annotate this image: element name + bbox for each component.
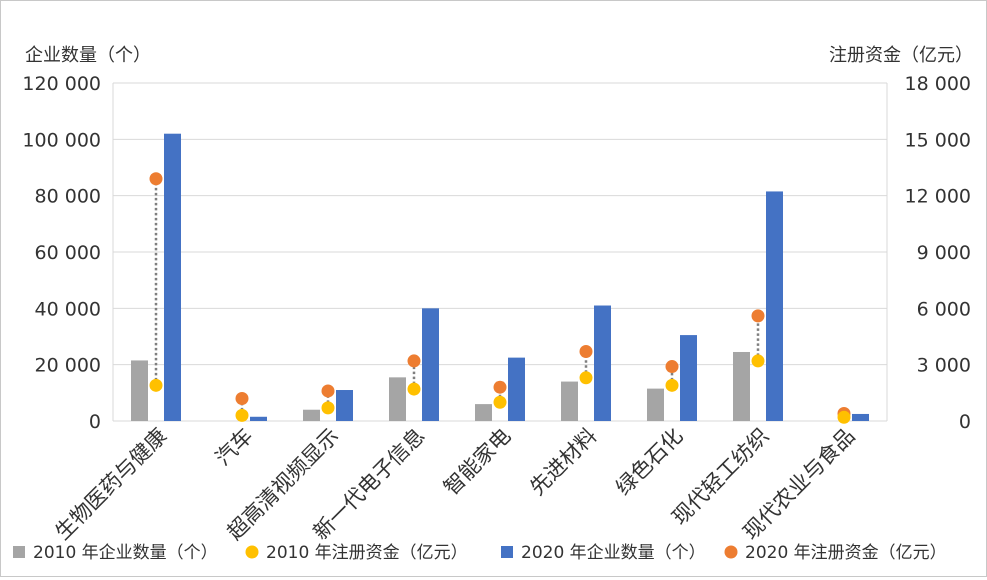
right-tick-label: 3 000 [917, 355, 971, 377]
left-tick-label: 80 000 [35, 186, 101, 208]
bar-2020-enterprises [336, 390, 353, 421]
dot-2010-capital [579, 371, 593, 385]
legend-label: 2020 年企业数量（个） [521, 543, 706, 563]
category-label: 智能家电 [439, 424, 515, 500]
dot-2010-capital [321, 401, 335, 415]
dot-2020-capital [579, 345, 593, 359]
dot-2020-capital [149, 172, 163, 186]
right-axis-title: 注册资金（亿元） [829, 45, 973, 66]
bar-2010-enterprises [647, 388, 664, 421]
bar-2020-enterprises [508, 357, 525, 421]
legend-swatch [13, 546, 25, 558]
bar-2010-enterprises [131, 360, 148, 421]
dot-2010-capital [407, 382, 421, 396]
right-tick-label: 18 000 [905, 73, 971, 95]
dot-2020-capital [407, 354, 421, 368]
category-label: 先进材料 [525, 424, 601, 500]
left-tick-label: 120 000 [22, 73, 101, 95]
bar-2020-enterprises [680, 335, 697, 421]
bar-2010-enterprises [303, 409, 320, 421]
left-tick-label: 60 000 [35, 242, 101, 264]
left-tick-label: 0 [89, 411, 101, 433]
right-tick-label: 6 000 [917, 298, 971, 320]
dot-2010-capital [149, 378, 163, 392]
right-tick-label: 12 000 [905, 186, 971, 208]
bar-2020-enterprises [852, 413, 869, 421]
dot-2020-capital [235, 391, 249, 405]
legend: 2010 年企业数量（个） 2010 年注册资金（亿元） 2020 年企业数量（个）… [13, 543, 947, 563]
left-axis-title: 企业数量（个） [25, 45, 151, 66]
dot-2020-capital [665, 360, 679, 374]
bar-2010-enterprises [475, 404, 492, 421]
legend-label: 2010 年企业数量（个） [33, 543, 218, 563]
category-label: 生物医药与健康 [51, 424, 172, 545]
dot-2020-capital [751, 309, 765, 323]
left-tick-label: 40 000 [35, 298, 101, 320]
bar-2020-enterprises [164, 133, 181, 421]
legend-swatch [501, 546, 513, 558]
bar-2020-enterprises [422, 308, 439, 421]
right-tick-label: 0 [959, 411, 971, 433]
category-label: 绿色石化 [611, 424, 687, 500]
bar-2020-enterprises [766, 191, 783, 421]
gridlines [112, 82, 888, 422]
chart-marks [131, 133, 869, 424]
bar-2010-enterprises [733, 351, 750, 421]
dot-2010-capital [665, 378, 679, 392]
right-tick-label: 9 000 [917, 242, 971, 264]
category-label: 汽车 [211, 424, 258, 471]
legend-swatch [724, 545, 738, 559]
legend-swatch [245, 545, 259, 559]
right-tick-label: 15 000 [905, 129, 971, 151]
bar-2020-enterprises [250, 416, 267, 421]
legend-label: 2010 年注册资金（亿元） [266, 543, 468, 563]
bar-2010-enterprises [561, 381, 578, 421]
bar-2010-enterprises [389, 377, 406, 421]
left-tick-label: 100 000 [22, 129, 101, 151]
dot-2010-capital [751, 354, 765, 368]
bar-2020-enterprises [594, 305, 611, 421]
dot-2020-capital [321, 384, 335, 398]
legend-label: 2020 年注册资金（亿元） [745, 543, 947, 563]
dot-2020-capital [493, 380, 507, 394]
left-tick-label: 20 000 [35, 355, 101, 377]
dot-2010-capital [493, 395, 507, 409]
dot-2010-capital [235, 408, 249, 422]
dot-2010-capital [837, 410, 851, 424]
